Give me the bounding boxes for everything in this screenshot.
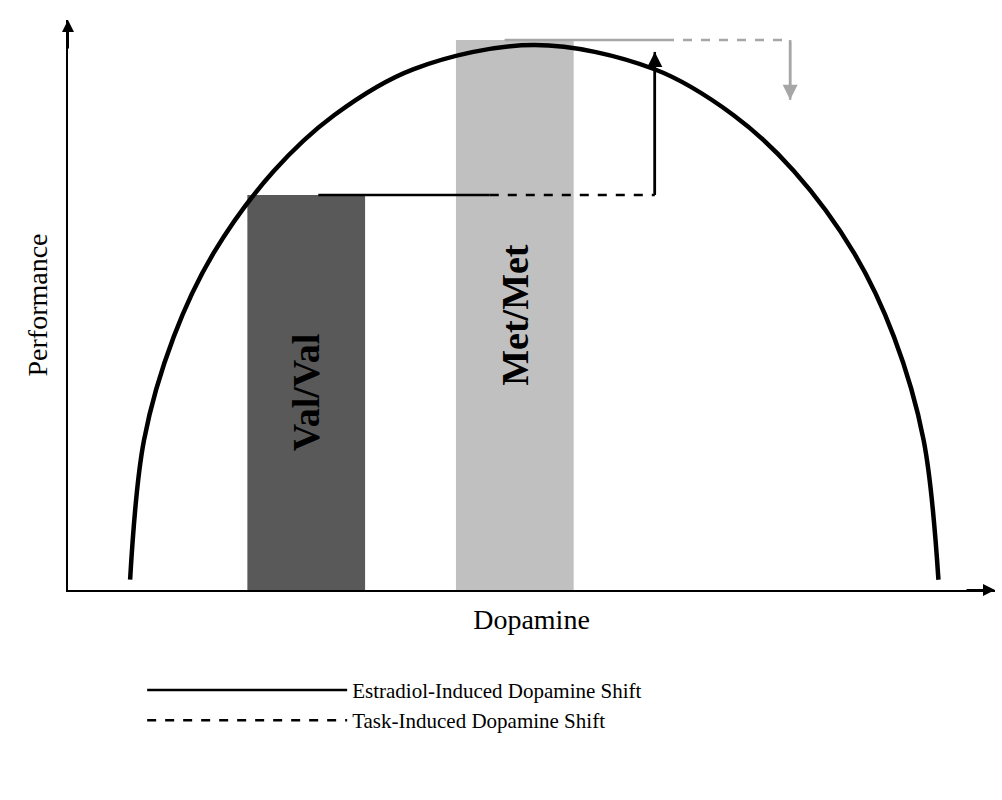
svg-text:Performance: Performance [22, 233, 53, 376]
svg-text:Estradiol-Induced Dopamine Shi: Estradiol-Induced Dopamine Shift [352, 679, 641, 703]
svg-text:Task-Induced Dopamine Shift: Task-Induced Dopamine Shift [352, 709, 605, 733]
svg-text:Val/Val: Val/Val [285, 334, 327, 452]
svg-text:Met/Met: Met/Met [494, 244, 536, 386]
svg-text:Dopamine: Dopamine [473, 604, 590, 635]
